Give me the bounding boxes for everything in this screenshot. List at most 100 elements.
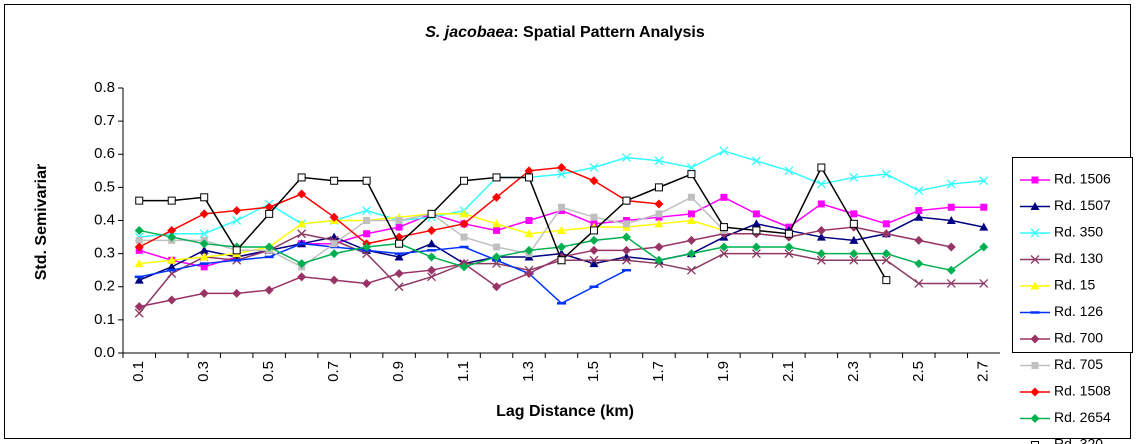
marker: [751, 249, 761, 259]
marker: [849, 219, 858, 228]
marker: [232, 216, 242, 225]
marker: [686, 216, 696, 224]
marker: [1030, 334, 1040, 344]
legend-label: Rd. 350: [1054, 224, 1103, 240]
legend-label: Rd. 2654: [1054, 409, 1111, 425]
marker: [914, 259, 924, 269]
marker: [362, 242, 372, 252]
marker: [492, 192, 502, 202]
marker: [686, 235, 696, 245]
marker: [784, 229, 793, 238]
chart-border: [4, 4, 1131, 439]
marker: [1030, 414, 1040, 423]
marker: [622, 255, 631, 265]
legend-label: Rd. 1508: [1054, 383, 1111, 399]
marker: [816, 249, 826, 259]
marker: [979, 222, 989, 231]
marker: [167, 225, 177, 235]
marker: [330, 176, 339, 185]
marker: [134, 302, 144, 312]
marker: [881, 169, 891, 179]
marker: [167, 196, 176, 205]
marker: [752, 226, 761, 235]
legend-label: Rd. 130: [1054, 250, 1103, 266]
marker: [557, 242, 566, 252]
y-axis-title: Std. Semivariar: [33, 164, 50, 281]
marker: [914, 186, 924, 196]
marker: [946, 216, 956, 224]
x-tick-label: 0.1: [130, 361, 147, 382]
marker: [459, 262, 469, 272]
marker: [1030, 202, 1040, 210]
marker: [654, 219, 664, 228]
marker: [363, 217, 371, 224]
marker: [849, 172, 859, 182]
marker: [589, 163, 599, 172]
marker: [720, 193, 728, 201]
marker: [134, 242, 144, 252]
y-tick-label: 0.4: [94, 211, 115, 228]
marker: [946, 179, 956, 189]
marker: [1031, 362, 1039, 369]
marker: [362, 176, 371, 185]
x-tick-label: 1.1: [455, 361, 472, 382]
y-tick-label: 0.2: [94, 278, 115, 295]
marker: [882, 220, 890, 228]
marker: [524, 166, 534, 176]
marker: [687, 193, 695, 201]
marker: [525, 217, 533, 224]
y-tick-label: 0.3: [94, 245, 115, 262]
marker: [557, 225, 566, 234]
marker: [816, 232, 826, 241]
marker: [264, 202, 274, 212]
marker: [654, 156, 664, 166]
marker: [979, 242, 989, 252]
x-tick-label: 0.5: [260, 361, 277, 382]
marker: [914, 235, 924, 245]
marker: [200, 193, 209, 202]
marker: [557, 169, 566, 179]
x-tick-label: 1.3: [520, 361, 537, 382]
marker: [363, 230, 371, 238]
marker: [719, 146, 729, 156]
marker: [1031, 176, 1039, 184]
marker: [362, 206, 372, 216]
chart-title: S. jacobaea: Spatial Pattern Analysis: [425, 24, 705, 41]
marker: [199, 239, 209, 249]
marker: [590, 213, 598, 221]
marker: [817, 163, 826, 172]
marker: [394, 282, 404, 292]
marker: [524, 269, 534, 278]
marker: [882, 276, 891, 285]
title-species: S. jacobaea: [425, 24, 513, 41]
marker: [297, 229, 307, 239]
marker: [946, 278, 956, 288]
marker: [622, 220, 630, 228]
legend-label: Rd. 705: [1054, 356, 1103, 372]
title-rest: : Spatial Pattern Analysis: [513, 24, 705, 41]
marker: [1030, 255, 1040, 264]
marker: [589, 176, 599, 186]
marker: [232, 246, 241, 255]
marker: [589, 226, 598, 235]
marker: [817, 200, 825, 208]
marker: [946, 265, 956, 275]
marker: [784, 249, 794, 259]
y-tick-label: 0.8: [94, 79, 115, 96]
marker: [427, 225, 437, 235]
marker: [751, 242, 761, 252]
marker: [589, 259, 599, 268]
marker: [589, 255, 599, 265]
marker: [199, 209, 209, 219]
marker: [914, 278, 924, 288]
x-tick-label: 1.5: [585, 361, 602, 382]
marker: [492, 173, 501, 182]
marker: [395, 239, 404, 248]
legend-label: Rd. 700: [1054, 330, 1103, 346]
marker: [232, 206, 242, 216]
marker: [427, 239, 437, 248]
marker: [654, 255, 664, 265]
marker: [200, 263, 208, 271]
marker: [134, 225, 144, 235]
marker: [850, 210, 858, 218]
